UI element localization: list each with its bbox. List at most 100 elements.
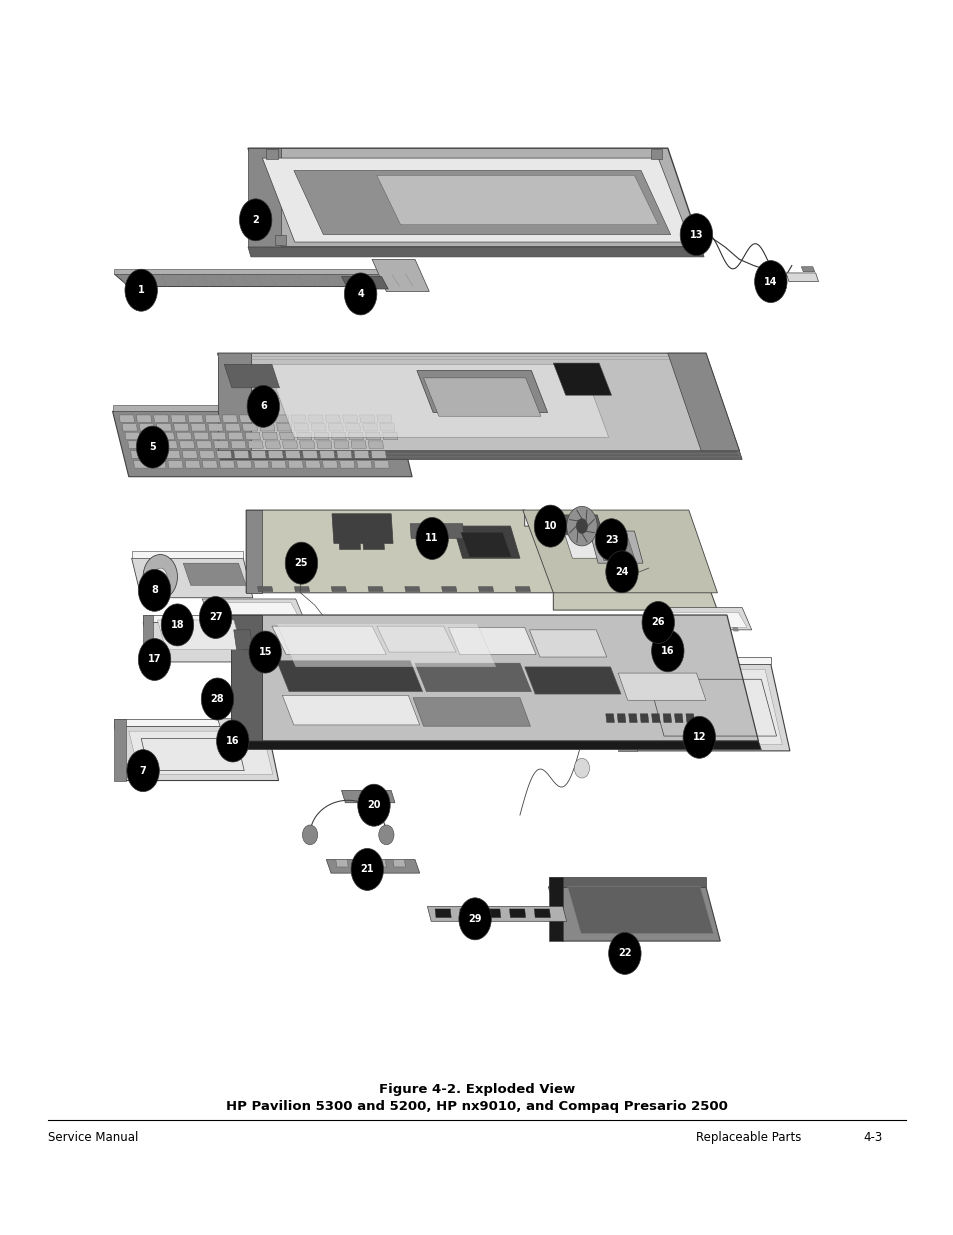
Polygon shape [334, 441, 349, 448]
Polygon shape [562, 529, 629, 558]
Polygon shape [618, 673, 705, 700]
Text: 26: 26 [651, 618, 664, 627]
Text: Figure 4-2. Exploded View: Figure 4-2. Exploded View [378, 1083, 575, 1095]
Polygon shape [288, 552, 314, 564]
Polygon shape [233, 451, 249, 458]
Polygon shape [618, 657, 637, 751]
Bar [682, 235, 694, 245]
Polygon shape [122, 424, 137, 431]
Text: 21: 21 [360, 864, 374, 874]
Polygon shape [245, 432, 260, 440]
Text: 7: 7 [139, 766, 147, 776]
Polygon shape [694, 627, 700, 631]
Polygon shape [267, 364, 608, 437]
Text: 6: 6 [259, 401, 267, 411]
Polygon shape [356, 461, 372, 468]
Polygon shape [438, 524, 463, 538]
Polygon shape [659, 613, 746, 627]
Circle shape [679, 214, 712, 256]
Polygon shape [112, 411, 412, 477]
Polygon shape [628, 714, 637, 722]
Polygon shape [362, 424, 377, 431]
Text: 23: 23 [604, 535, 618, 545]
Polygon shape [217, 451, 741, 459]
Polygon shape [319, 451, 335, 458]
Text: 24: 24 [615, 567, 628, 577]
Polygon shape [617, 714, 625, 722]
Polygon shape [362, 536, 384, 550]
Polygon shape [308, 415, 323, 422]
Polygon shape [168, 461, 183, 468]
Text: 2: 2 [252, 215, 259, 225]
Polygon shape [156, 424, 172, 431]
Bar [650, 149, 661, 159]
Polygon shape [129, 731, 273, 774]
Polygon shape [208, 424, 223, 431]
Polygon shape [302, 451, 317, 458]
Polygon shape [288, 461, 303, 468]
Circle shape [138, 569, 171, 611]
Polygon shape [639, 714, 648, 722]
Polygon shape [709, 627, 715, 631]
Polygon shape [548, 877, 562, 941]
Polygon shape [114, 274, 424, 287]
Circle shape [161, 604, 193, 646]
Polygon shape [662, 714, 671, 722]
Polygon shape [272, 626, 386, 655]
Polygon shape [393, 860, 405, 867]
Circle shape [125, 269, 157, 311]
Text: Service Manual: Service Manual [48, 1131, 138, 1144]
Circle shape [682, 716, 715, 758]
Polygon shape [199, 451, 214, 458]
Polygon shape [262, 432, 277, 440]
Polygon shape [785, 273, 818, 282]
Circle shape [458, 898, 491, 940]
Polygon shape [338, 536, 360, 550]
Polygon shape [484, 909, 500, 918]
Circle shape [138, 638, 171, 680]
Polygon shape [548, 887, 720, 941]
Polygon shape [182, 451, 197, 458]
Polygon shape [328, 424, 343, 431]
Polygon shape [216, 451, 232, 458]
Polygon shape [196, 441, 212, 448]
Polygon shape [326, 860, 419, 873]
Polygon shape [271, 461, 286, 468]
Polygon shape [239, 415, 254, 422]
Polygon shape [242, 424, 257, 431]
Polygon shape [219, 461, 234, 468]
Polygon shape [151, 461, 166, 468]
Circle shape [143, 555, 177, 599]
Circle shape [247, 385, 279, 427]
Polygon shape [208, 603, 297, 615]
Polygon shape [291, 415, 306, 422]
Polygon shape [282, 441, 297, 448]
Circle shape [216, 720, 249, 762]
Polygon shape [365, 432, 380, 440]
Polygon shape [185, 461, 200, 468]
Polygon shape [567, 887, 713, 934]
Polygon shape [656, 608, 751, 630]
Polygon shape [560, 515, 602, 535]
Polygon shape [265, 441, 280, 448]
Polygon shape [274, 415, 289, 422]
Polygon shape [246, 510, 717, 610]
Circle shape [566, 506, 597, 546]
Polygon shape [294, 170, 670, 235]
Polygon shape [248, 247, 703, 257]
Text: 17: 17 [148, 655, 161, 664]
Text: 4-3: 4-3 [862, 1131, 882, 1144]
Polygon shape [112, 405, 395, 411]
Polygon shape [217, 353, 251, 451]
Polygon shape [679, 627, 684, 631]
Polygon shape [618, 664, 789, 751]
Polygon shape [515, 587, 530, 592]
Polygon shape [351, 441, 366, 448]
Polygon shape [171, 415, 186, 422]
Polygon shape [589, 531, 642, 563]
Polygon shape [268, 451, 283, 458]
Polygon shape [145, 441, 160, 448]
Polygon shape [685, 714, 694, 722]
Polygon shape [354, 451, 369, 458]
Polygon shape [114, 719, 267, 726]
